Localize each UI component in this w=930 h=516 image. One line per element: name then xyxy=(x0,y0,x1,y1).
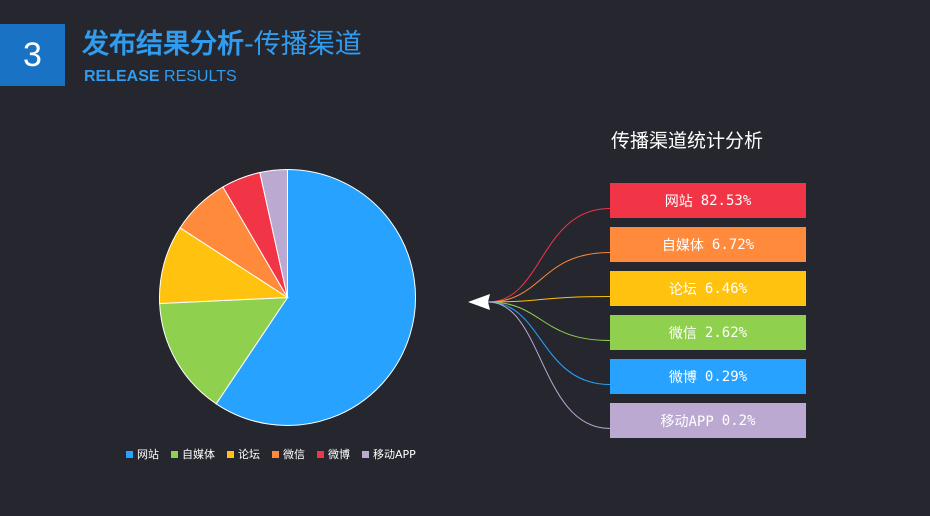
channel-label: 微博 xyxy=(668,369,697,386)
legend-item-0[interactable]: 网站 xyxy=(126,446,159,462)
channel-label: 自媒体 xyxy=(661,237,704,254)
legend-swatch xyxy=(227,450,234,458)
page-title-sub: -传播渠道 xyxy=(244,29,362,60)
legend-label: 移动APP xyxy=(373,448,416,461)
connector-line-item-5 xyxy=(487,301,611,429)
legend-swatch xyxy=(171,450,178,458)
legend-item-1[interactable]: 自媒体 xyxy=(171,446,215,462)
channel-panel-title: 传播渠道统计分析 xyxy=(611,130,764,152)
connector-line-item-3 xyxy=(487,301,611,341)
channel-label: 网站 xyxy=(664,193,693,210)
channel-percent: 6.46% xyxy=(704,280,748,297)
pie-chart xyxy=(159,168,416,426)
legend-label: 微博 xyxy=(328,448,350,461)
channel-bar-item-2: 论坛 6.46% xyxy=(610,271,806,306)
page-subtitle-rest: RESULTS xyxy=(159,68,237,85)
legend-item-5[interactable]: 移动APP xyxy=(362,446,416,462)
page-title: 发布结果分析-传播渠道 xyxy=(82,28,362,62)
legend-label: 论坛 xyxy=(238,448,260,461)
legend-swatch xyxy=(272,450,279,458)
channel-percent: 2.62% xyxy=(704,324,748,341)
channel-bar-item-0: 网站 82.53% xyxy=(610,183,806,218)
channel-label: 移动APP xyxy=(660,413,714,430)
page-subtitle-bold: RELEASE xyxy=(84,68,160,85)
chart-legend: 网站 自媒体 论坛 微信 微博 移动APP xyxy=(126,444,428,464)
legend-swatch xyxy=(362,450,369,458)
channel-percent: 0.29% xyxy=(704,368,748,385)
page-subtitle: RELEASE RESULTS xyxy=(84,68,237,86)
page-title-main: 发布结果分析 xyxy=(82,29,244,60)
arrow-icon xyxy=(468,294,490,310)
connector-line-item-0 xyxy=(487,208,611,303)
channel-percent: 0.2% xyxy=(721,412,756,429)
pie-slice-item-0 xyxy=(215,168,416,426)
pie-slice-item-2 xyxy=(159,227,290,304)
legend-item-4[interactable]: 微博 xyxy=(317,446,350,462)
section-number: 3 xyxy=(0,24,65,86)
channel-bar-item-4: 微博 0.29% xyxy=(610,359,806,394)
legend-label: 网站 xyxy=(137,448,159,461)
legend-item-3[interactable]: 微信 xyxy=(272,446,305,462)
connector-line-item-2 xyxy=(487,296,611,303)
channel-percent: 82.53% xyxy=(700,192,752,209)
legend-swatch xyxy=(317,450,324,458)
channel-label: 论坛 xyxy=(668,281,697,298)
connector-line-item-1 xyxy=(487,252,611,303)
legend-item-2[interactable]: 论坛 xyxy=(227,446,260,462)
channel-bar-item-1: 自媒体 6.72% xyxy=(610,227,806,262)
connector-line-item-4 xyxy=(487,301,611,385)
pie-slice-item-1 xyxy=(159,296,289,405)
legend-label: 微信 xyxy=(283,448,305,461)
channel-bar-item-3: 微信 2.62% xyxy=(610,315,806,350)
channel-percent: 6.72% xyxy=(711,236,755,253)
legend-label: 自媒体 xyxy=(182,448,215,461)
legend-swatch xyxy=(126,450,133,458)
channel-label: 微信 xyxy=(668,325,697,342)
pie-slice-item-5 xyxy=(259,168,288,298)
channel-bar-item-5: 移动APP 0.2% xyxy=(610,403,806,438)
